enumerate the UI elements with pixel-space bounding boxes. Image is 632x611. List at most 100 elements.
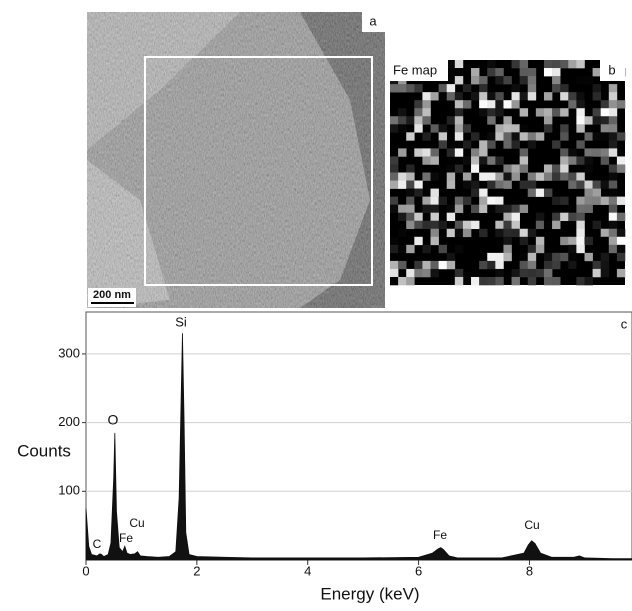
map-pixel — [487, 156, 496, 165]
map-pixel — [527, 260, 537, 270]
spectrum-chart: c Counts Energy (keV) C Fe Cu O Si Fe Cu… — [17, 311, 632, 603]
map-pixel — [495, 132, 504, 141]
map-pixel — [527, 92, 537, 101]
x-tick-label: 4 — [304, 563, 311, 578]
map-pixel — [430, 228, 439, 238]
map-pixel — [568, 252, 577, 262]
map-pixel — [422, 268, 431, 278]
map-pixel — [446, 84, 456, 93]
map-pixel — [406, 132, 415, 141]
map-pixel — [552, 236, 561, 246]
map-pixel — [552, 108, 561, 117]
map-pixel — [511, 220, 520, 230]
map-pixel — [600, 268, 610, 278]
map-pixel — [471, 188, 480, 197]
map-pixel — [560, 124, 569, 133]
map-pixel — [495, 100, 504, 109]
x-tick-label: 6 — [415, 563, 422, 578]
map-pixel — [406, 196, 415, 205]
map-pixel — [446, 204, 456, 213]
map-pixel — [422, 132, 431, 141]
panel-label: b — [608, 62, 615, 77]
map-pixel — [471, 180, 480, 189]
x-tick-label: 2 — [193, 563, 200, 578]
map-pixel — [414, 116, 423, 125]
map-pixel — [568, 156, 577, 165]
map-pixel — [503, 100, 512, 109]
spectrum — [85, 333, 632, 561]
map-pixel — [511, 140, 520, 149]
map-pixel — [414, 212, 423, 222]
map-pixel — [446, 252, 456, 262]
map-pixel — [592, 92, 601, 101]
map-pixel — [543, 276, 553, 286]
map-pixel — [414, 180, 423, 189]
map-pixel — [519, 252, 529, 262]
map-pixel — [560, 60, 569, 69]
map-pixel — [608, 220, 618, 230]
map-pixel — [406, 180, 415, 189]
map-pixel — [430, 260, 439, 270]
map-pixel — [560, 108, 569, 117]
map-pixel — [438, 124, 448, 133]
map-pixel — [390, 180, 399, 189]
map-pixel — [495, 196, 504, 205]
map-pixel — [398, 172, 407, 181]
map-pixel — [584, 252, 593, 262]
map-pixel — [406, 84, 415, 93]
map-pixel — [535, 212, 545, 222]
map-pixel — [552, 220, 561, 230]
map-pixel — [560, 156, 569, 165]
map-pixel — [390, 196, 399, 205]
map-pixel — [479, 204, 488, 213]
map-pixel — [543, 92, 553, 101]
map-pixel — [616, 252, 626, 262]
map-pixel — [608, 228, 618, 238]
map-pixel — [503, 252, 512, 262]
map-pixel — [406, 220, 415, 230]
map-pixel — [600, 228, 610, 238]
map-pixel — [584, 164, 593, 173]
map-pixel — [535, 244, 545, 254]
map-pixel — [495, 276, 504, 286]
tem-panel: a 200 nm — [87, 12, 385, 308]
map-pixel — [552, 276, 561, 286]
map-pixel — [584, 276, 593, 286]
map-pixel — [479, 228, 488, 238]
map-pixel — [471, 220, 480, 230]
map-pixel — [487, 172, 496, 181]
map-pixel — [390, 244, 399, 254]
map-pixel — [390, 172, 399, 181]
map-pixel — [446, 60, 456, 69]
x-tick-label: 8 — [526, 563, 533, 578]
map-pixel — [519, 236, 529, 246]
map-pixel — [552, 252, 561, 262]
map-pixel — [552, 196, 561, 205]
map-pixel — [592, 180, 601, 189]
map-pixel — [608, 84, 618, 93]
map-pixel — [430, 220, 439, 230]
peak-label: O — [108, 412, 119, 428]
map-pixel — [608, 124, 618, 133]
map-pixel — [446, 260, 456, 270]
map-pixel — [568, 268, 577, 278]
peak-label: Si — [175, 314, 187, 329]
map-pixel — [535, 268, 545, 278]
map-pixel — [438, 140, 448, 149]
map-pixel — [584, 188, 593, 197]
map-pixel — [495, 156, 504, 165]
map-pixel — [608, 100, 618, 109]
map-pixel — [398, 84, 407, 93]
map-pixel — [414, 100, 423, 109]
map-pixel — [576, 76, 585, 85]
map-pixel — [511, 100, 520, 109]
map-pixel — [519, 124, 529, 133]
map-pixel — [527, 180, 537, 189]
map-pixel — [527, 68, 537, 77]
map-pixel — [519, 60, 529, 69]
map-pixel — [398, 124, 407, 133]
map-pixel — [519, 228, 529, 238]
map-pixel — [568, 148, 577, 157]
map-pixel — [479, 140, 488, 149]
